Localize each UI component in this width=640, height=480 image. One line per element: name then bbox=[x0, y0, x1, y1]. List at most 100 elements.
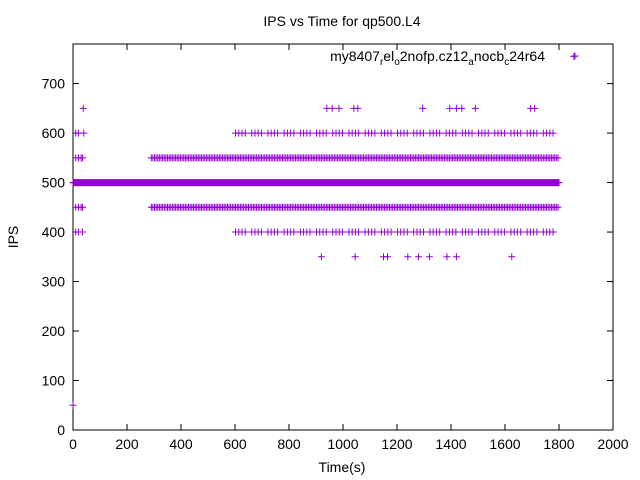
data-point bbox=[443, 253, 451, 261]
data-point bbox=[335, 104, 343, 112]
data-point bbox=[471, 104, 479, 112]
plot-frame bbox=[72, 43, 614, 431]
data-point bbox=[241, 228, 249, 236]
data-point bbox=[317, 253, 325, 261]
data-point bbox=[554, 203, 562, 211]
legend-name-part: c bbox=[504, 57, 509, 68]
data-point bbox=[500, 228, 508, 236]
y-tick-label: 0 bbox=[57, 422, 65, 438]
x-tick-label: 1000 bbox=[327, 436, 358, 452]
x-tick-label: 2000 bbox=[597, 436, 628, 452]
data-point bbox=[371, 228, 379, 236]
x-tick-label: 600 bbox=[223, 436, 247, 452]
legend-marker bbox=[571, 52, 579, 60]
legend-name-part: o bbox=[394, 57, 400, 68]
data-point bbox=[452, 228, 460, 236]
data-point bbox=[571, 52, 579, 60]
y-tick-label: 600 bbox=[42, 125, 66, 141]
data-point bbox=[387, 228, 395, 236]
data-point bbox=[533, 129, 541, 137]
data-point bbox=[403, 129, 411, 137]
data-point bbox=[436, 228, 444, 236]
data-point bbox=[419, 104, 427, 112]
data-point bbox=[452, 129, 460, 137]
data-point bbox=[500, 129, 508, 137]
data-point bbox=[468, 129, 476, 137]
data-point bbox=[78, 228, 86, 236]
data-point bbox=[533, 228, 541, 236]
data-point bbox=[415, 253, 423, 261]
x-tick-label: 1200 bbox=[381, 436, 412, 452]
data-point bbox=[384, 253, 392, 261]
legend-name-part: 24r64 bbox=[509, 48, 545, 64]
legend-name-part: r bbox=[380, 57, 384, 68]
legend-name-part: el bbox=[383, 48, 394, 64]
data-point bbox=[554, 154, 562, 162]
legend-name-part: 2nofp.cz12 bbox=[400, 48, 469, 64]
data-point bbox=[419, 129, 427, 137]
x-axis-label: Time(s) bbox=[319, 459, 366, 475]
data-point bbox=[387, 129, 395, 137]
data-point bbox=[404, 253, 412, 261]
legend-name-part: my8407 bbox=[330, 48, 380, 64]
data-points bbox=[69, 52, 578, 409]
data-point bbox=[69, 401, 77, 409]
data-point bbox=[78, 154, 86, 162]
data-point bbox=[549, 228, 557, 236]
y-tick-label: 500 bbox=[42, 175, 66, 191]
chart-title: IPS vs Time for qp500.L4 bbox=[263, 13, 420, 29]
data-point bbox=[468, 228, 476, 236]
x-tick-label: 1400 bbox=[435, 436, 466, 452]
legend-name-part: a bbox=[468, 57, 474, 68]
legend: my8407relo2nofp.cz12anocbc24r64 bbox=[330, 48, 579, 68]
data-point bbox=[241, 129, 249, 137]
y-tick-label: 700 bbox=[42, 76, 66, 92]
axis-ticks: 0 200 400 600 800 1000 1200 1400 1600 1800 2000 0 10… bbox=[42, 44, 629, 452]
x-tick-label: 800 bbox=[277, 436, 301, 452]
data-point bbox=[555, 179, 563, 187]
x-tick-label: 400 bbox=[169, 436, 193, 452]
data-point bbox=[328, 104, 336, 112]
data-point bbox=[371, 129, 379, 137]
x-tick-label: 1600 bbox=[489, 436, 520, 452]
data-point bbox=[80, 129, 88, 137]
data-point bbox=[425, 253, 433, 261]
data-point bbox=[79, 104, 87, 112]
data-point bbox=[274, 228, 282, 236]
data-point bbox=[78, 203, 86, 211]
legend-name-part: ocb bbox=[482, 48, 505, 64]
data-point bbox=[484, 129, 492, 137]
y-tick-label: 200 bbox=[42, 323, 66, 339]
data-point bbox=[508, 253, 516, 261]
data-point bbox=[484, 228, 492, 236]
data-point bbox=[531, 104, 539, 112]
data-point bbox=[290, 228, 298, 236]
data-point bbox=[306, 129, 314, 137]
legend-series-name: my8407relo2nofp.cz12anocbc24r64 bbox=[330, 48, 545, 68]
data-point bbox=[351, 253, 359, 261]
data-point bbox=[290, 129, 298, 137]
data-point bbox=[355, 228, 363, 236]
data-point bbox=[549, 129, 557, 137]
data-point bbox=[338, 129, 346, 137]
data-point bbox=[452, 253, 460, 261]
data-point bbox=[257, 129, 265, 137]
data-point bbox=[517, 228, 525, 236]
data-point bbox=[355, 129, 363, 137]
data-point bbox=[436, 129, 444, 137]
data-point bbox=[458, 104, 466, 112]
data-point bbox=[322, 228, 330, 236]
data-point bbox=[322, 129, 330, 137]
x-tick-label: 0 bbox=[69, 436, 77, 452]
data-point bbox=[403, 228, 411, 236]
data-point bbox=[354, 104, 362, 112]
data-point bbox=[338, 228, 346, 236]
x-tick-label: 200 bbox=[115, 436, 139, 452]
y-tick-label: 300 bbox=[42, 274, 66, 290]
data-point bbox=[419, 228, 427, 236]
data-point bbox=[257, 228, 265, 236]
y-tick-label: 400 bbox=[42, 224, 66, 240]
data-point bbox=[517, 129, 525, 137]
data-point bbox=[274, 129, 282, 137]
